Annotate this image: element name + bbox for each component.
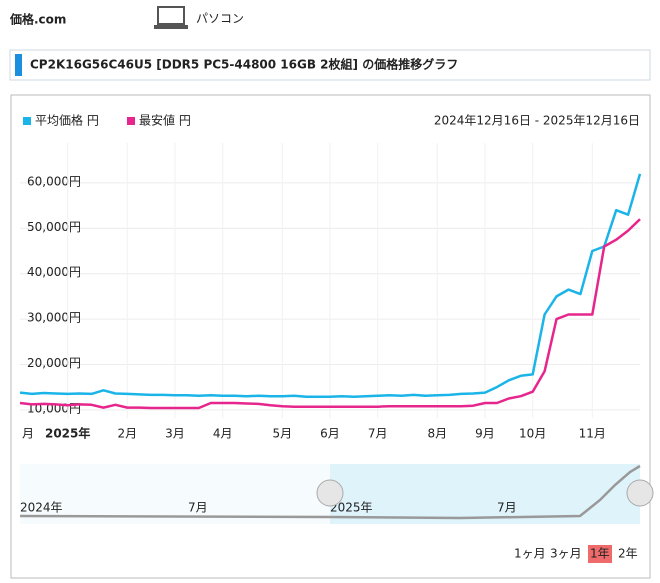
- x-tick-label: 2025年: [45, 426, 90, 441]
- x-tick-label: 5月: [272, 427, 292, 441]
- y-tick-label: 20,000円: [27, 356, 81, 370]
- navigator-label: 2025年: [330, 501, 373, 515]
- x-tick-label: 2月: [117, 427, 137, 441]
- x-tick-label: 11月: [579, 427, 606, 441]
- navigator-label: 7月: [188, 501, 208, 515]
- range-button[interactable]: 3ヶ月: [550, 547, 582, 561]
- x-tick-label: 10月: [519, 427, 546, 441]
- x-tick-label: 9月: [475, 427, 495, 441]
- x-tick-label: 月: [22, 427, 34, 441]
- navigator-handle[interactable]: [626, 479, 654, 507]
- range-button[interactable]: 1ヶ月: [514, 547, 546, 561]
- x-tick-label: 4月: [213, 427, 233, 441]
- price-line: [19, 173, 642, 398]
- pc-icon: [157, 6, 185, 25]
- range-button-bg[interactable]: [588, 545, 612, 563]
- pc-icon-base: [154, 25, 188, 29]
- x-tick-label: 6月: [320, 427, 340, 441]
- x-tick-label: 8月: [427, 427, 447, 441]
- navigator-line: [19, 464, 641, 520]
- section: パソコン: [196, 12, 244, 26]
- range-button[interactable]: 1年: [590, 547, 610, 561]
- y-tick-label: 60,000円: [27, 174, 81, 188]
- y-tick-label: 30,000円: [27, 311, 81, 325]
- title-accent: [15, 54, 22, 76]
- title-bar: [9, 49, 651, 81]
- logo: 価格.com: [9, 12, 66, 27]
- legend-label: 最安値 円: [139, 113, 191, 128]
- legend-swatch: [127, 117, 135, 125]
- navigator-handle[interactable]: [316, 479, 344, 507]
- range-button[interactable]: 2年: [618, 547, 638, 561]
- navigator-label: 2024年: [20, 501, 63, 515]
- legend-swatch: [23, 117, 31, 125]
- x-tick-label: 7月: [368, 427, 388, 441]
- date-range: 2024年12月16日 - 2025年12月16日: [434, 114, 640, 128]
- price-line: [19, 218, 641, 410]
- navigator-label: 7月: [497, 501, 517, 515]
- y-tick-label: 40,000円: [27, 265, 81, 279]
- page-title: CP2K16G56C46U5 [DDR5 PC5-44800 16GB 2枚組]…: [30, 57, 458, 72]
- y-tick-label: 50,000円: [27, 220, 81, 234]
- navigator-selection: [330, 464, 640, 524]
- x-tick-label: 3月: [165, 427, 185, 441]
- legend-label: 平均価格 円: [35, 113, 99, 128]
